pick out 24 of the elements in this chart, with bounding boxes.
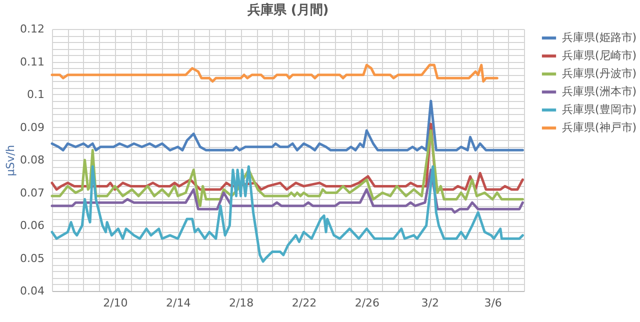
y-tick-label: 0.07: [20, 186, 44, 200]
chart-title: 兵庫県 (月間): [246, 2, 329, 18]
x-tick-label: 2/14: [166, 296, 191, 310]
y-tick-label: 0.05: [20, 252, 44, 265]
y-tick-label: 0.06: [20, 219, 44, 232]
y-tick-label: 0.09: [20, 120, 44, 134]
x-tick-label: 2/26: [354, 296, 380, 310]
legend-label: 兵庫県(神戸市): [562, 121, 637, 134]
y-tick-label: 0.1: [27, 88, 44, 101]
x-tick-label: 2/10: [103, 296, 128, 310]
y-tick-label: 0.12: [20, 22, 44, 36]
legend-label: 兵庫県(尼崎市): [562, 49, 637, 62]
legend-label: 兵庫県(丹波市): [562, 67, 637, 80]
legend-label: 兵庫県(洲本市): [562, 85, 637, 98]
y-tick-label: 0.04: [20, 284, 44, 298]
x-tick-label: 2/18: [228, 296, 254, 310]
x-tick-label: 2/22: [292, 296, 317, 310]
x-tick-label: 3/2: [421, 296, 439, 310]
y-tick-label: 0.11: [20, 55, 44, 68]
legend-label: 兵庫県(姫路市): [562, 31, 637, 44]
y-tick-label: 0.08: [20, 154, 44, 166]
legend-label: 兵庫県(豊岡市): [562, 103, 637, 116]
y-axis-title: μSv/h: [4, 144, 18, 176]
x-tick-label: 3/6: [484, 296, 502, 310]
